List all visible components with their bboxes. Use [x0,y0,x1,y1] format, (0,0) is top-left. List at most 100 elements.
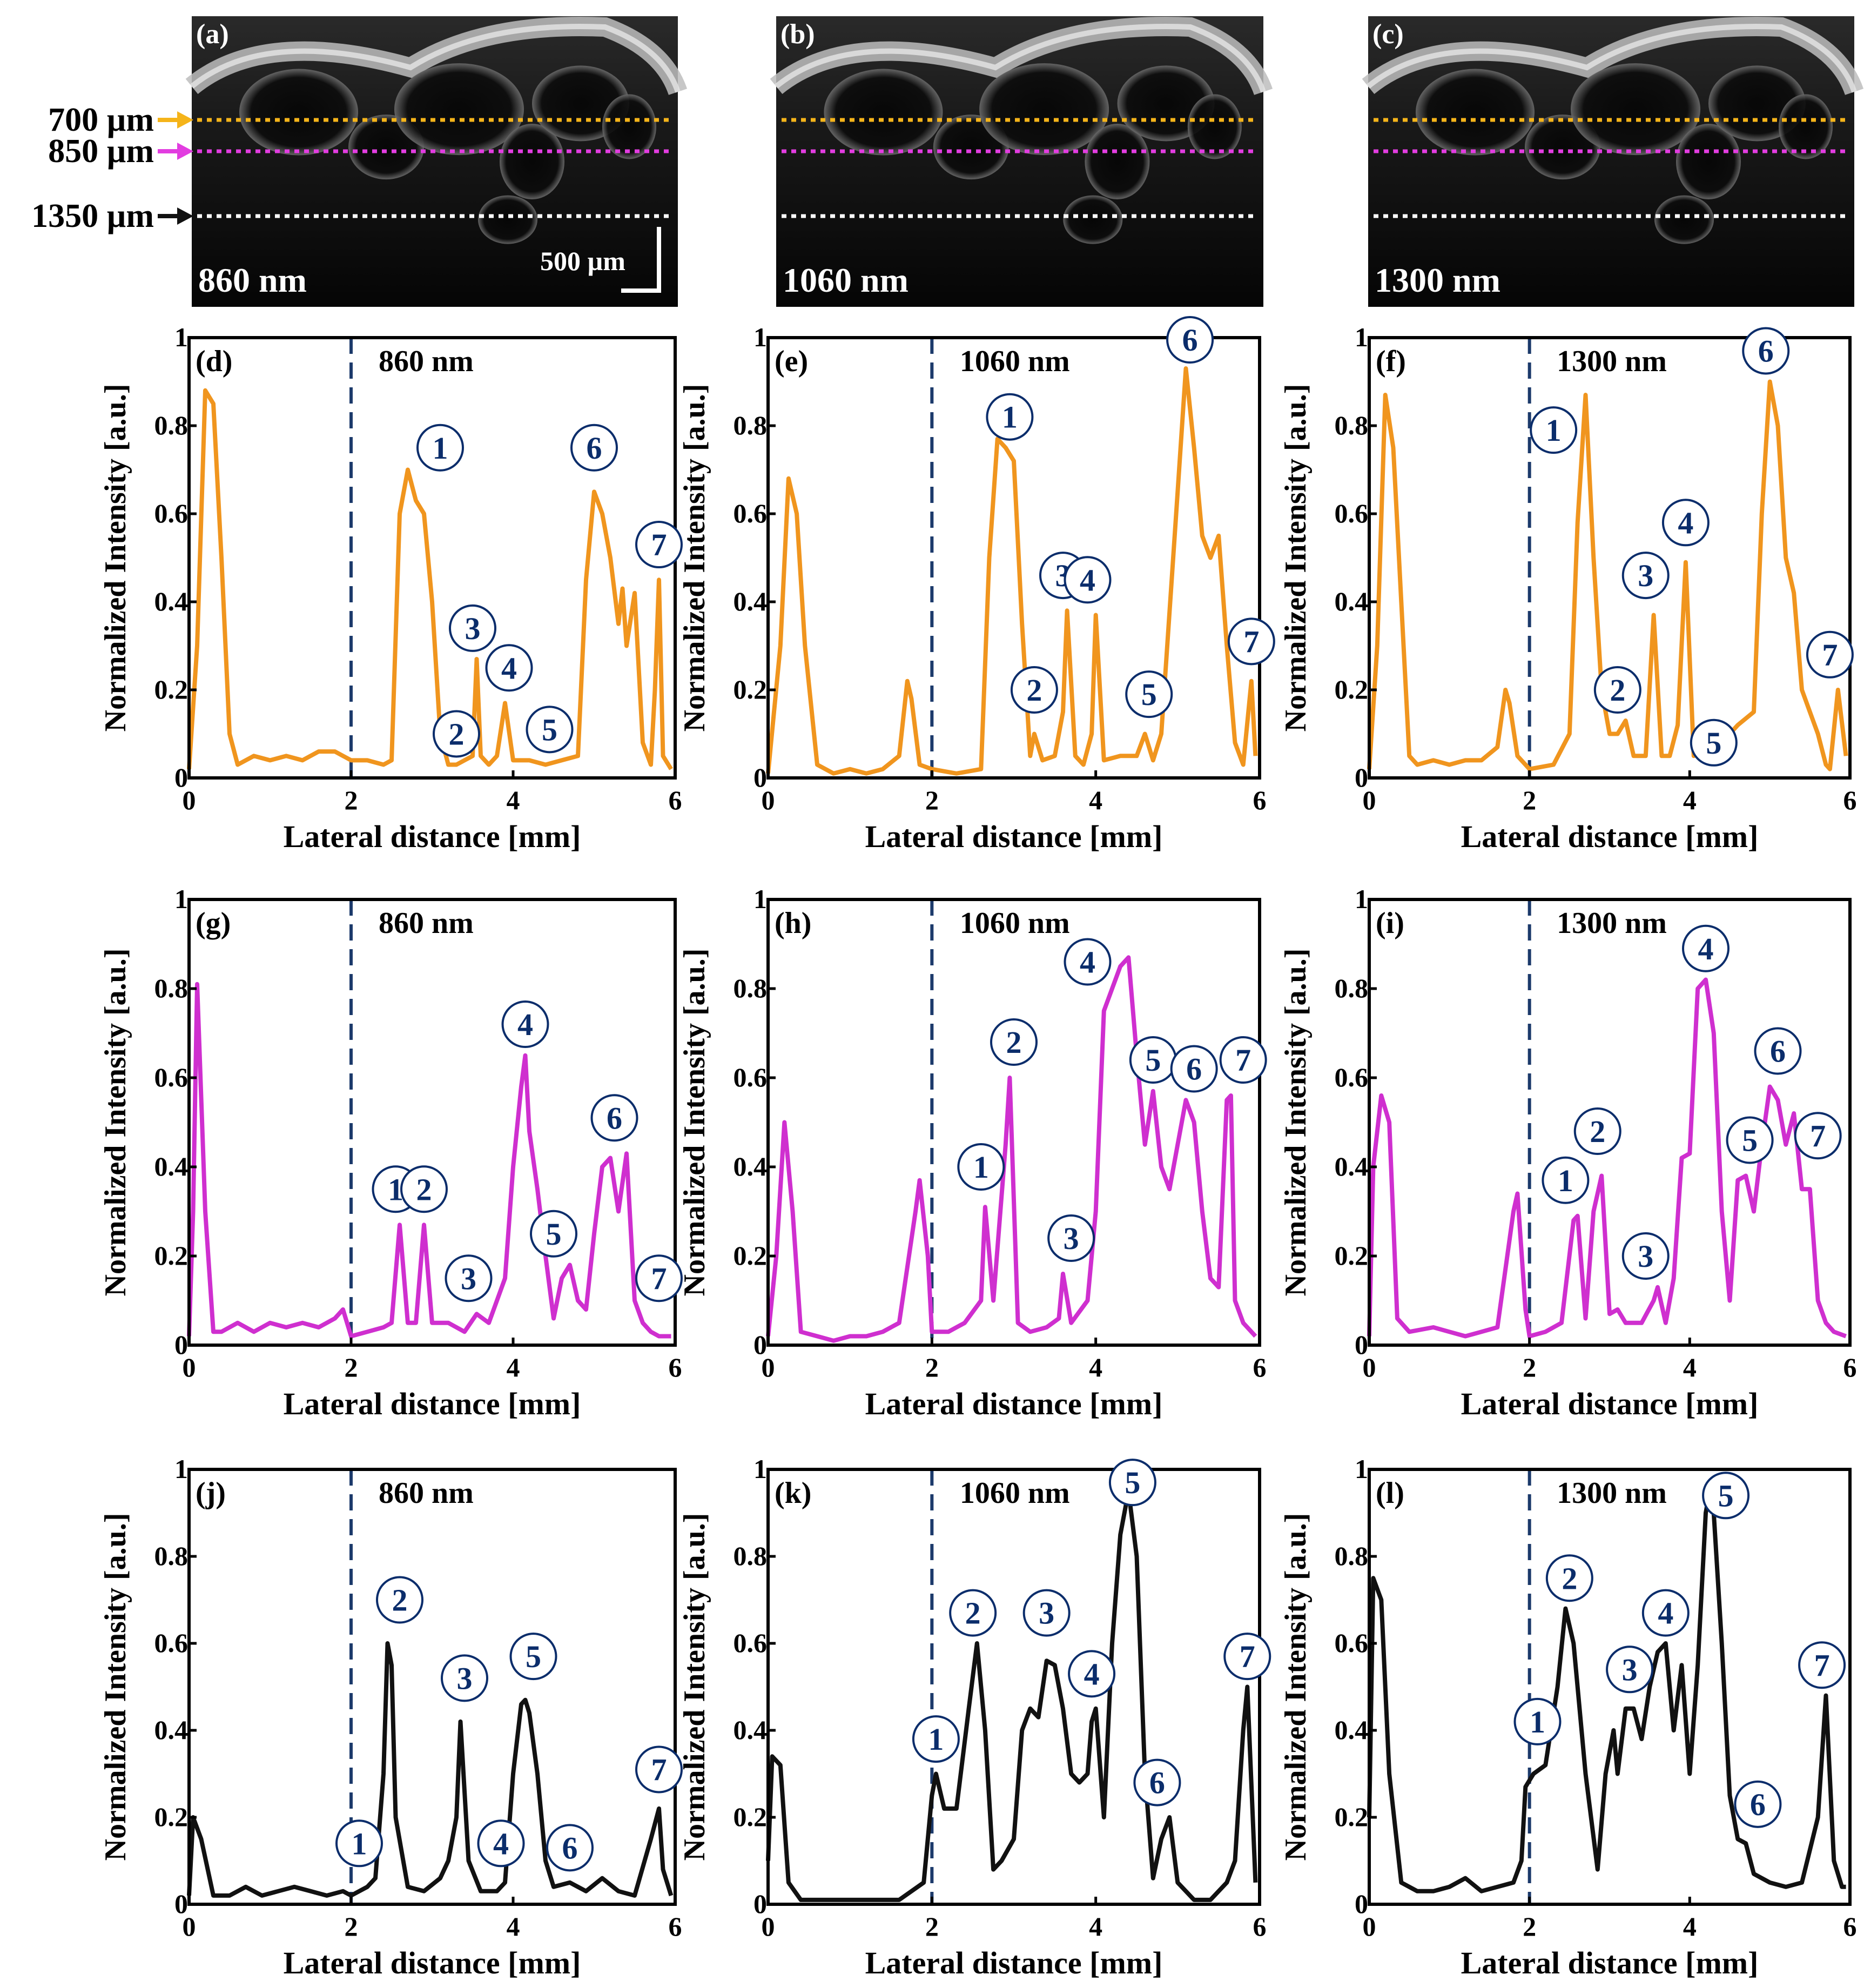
peak-badge-number: 4 [493,1826,509,1861]
peak-badge-circle [635,1254,683,1302]
x-tick-label: 6 [669,785,682,815]
y-tick-label: 0.4 [734,1151,768,1181]
y-axis-label: Normalized Intensity [a.u.] [678,949,711,1297]
y-axis-label: Normalized Intensity [a.u.] [1279,949,1313,1297]
peak-badge-circle [635,1745,683,1794]
peak-badge-circle [1621,552,1670,600]
x-tick-label: 0 [183,1911,196,1942]
depth-arrow-head [177,143,193,160]
peak-badge-6: 6 [1734,1780,1782,1828]
y-tick-label: 0 [1355,1329,1368,1360]
peak-badge-number: 5 [542,712,557,747]
x-tick-label: 0 [762,1352,775,1382]
scale-bar [621,227,661,293]
y-tick-label: 1 [753,1454,767,1484]
peak-badge-circle [1022,1589,1071,1637]
peak-badge-7: 7 [635,1745,683,1794]
peak-badge-number: 2 [449,717,465,752]
panel-tag: (l) [1376,1476,1404,1510]
intensity-series-line [766,955,1257,1343]
peak-badge-6: 6 [1166,316,1214,364]
x-axis-label: Lateral distance [mm] [1461,819,1759,854]
peak-badge-1: 1 [1513,1697,1562,1745]
peak-badge-4: 4 [1064,556,1112,604]
peak-badge-circle [1593,666,1641,714]
cyst-region-7 [478,195,537,244]
tissue-surface-highlight [190,23,681,93]
peak-badge-6: 6 [570,424,618,472]
x-tick-label: 6 [669,1352,682,1382]
peak-badge-4: 4 [1064,938,1112,986]
peak-badge-4: 4 [1641,1589,1690,1637]
x-tick-label: 4 [507,785,520,815]
peak-badge-circle [1734,1780,1782,1828]
peak-badge-number: 2 [1562,1561,1577,1596]
plot-frame [766,898,1261,1347]
peak-badge-circle [1742,327,1790,375]
peak-badge-number: 7 [651,1261,667,1296]
wavelength-title: 1060 nm [960,1476,1070,1510]
peak-badge-number: 1 [352,1826,367,1861]
peak-badge-number: 3 [1638,558,1653,593]
peak-badge-number: 6 [1758,333,1774,368]
x-tick-label: 6 [1253,1911,1267,1942]
oct-image-row: (a) 860 nm 500 µm (b) 1060 nm (c) 1300 nm 700 µ… [31,16,1864,307]
cyst-region-6 [1187,94,1242,159]
peak-badge-5: 5 [1108,1459,1156,1507]
peak-badge-circle [1108,1459,1156,1507]
scale-bar-label: 500 µm [540,246,625,276]
peak-badge-number: 4 [1678,505,1693,540]
peak-badge-number: 6 [1186,1052,1202,1087]
peak-badge-circle [590,1094,638,1142]
x-tick-label: 0 [1363,1911,1376,1942]
y-tick-label: 0.4 [154,1151,189,1181]
peak-badge-circle [1794,1112,1842,1160]
panel-tag: (e) [775,345,808,378]
peak-badge-circle [1542,1156,1590,1204]
peak-badge-number: 1 [973,1150,989,1185]
wavelength-label: 1300 nm [1375,261,1500,299]
y-tick-label: 0.6 [1335,1062,1369,1092]
y-tick-label: 0.2 [734,674,768,704]
peak-badge-2: 2 [376,1576,423,1624]
peak-badge-6: 6 [1170,1045,1218,1093]
x-tick-label: 6 [1843,785,1857,815]
peak-badge-6: 6 [546,1824,594,1872]
peak-badge-number: 5 [1718,1478,1734,1513]
chart-panel-l: 0 2 4 6 0 0.2 0.4 0.6 0.8 1 (l) 1300 nm Lateral dist… [1279,1454,1857,1980]
peak-badge-6: 6 [1754,1027,1802,1075]
x-tick-label: 2 [925,1911,939,1942]
y-tick-label: 0.4 [734,1715,768,1745]
x-tick-label: 2 [1523,1911,1536,1942]
peak-badge-3: 3 [1022,1589,1071,1637]
peak-badge-number: 5 [1141,677,1157,712]
panel-tag: (h) [775,906,811,940]
peak-badge-7: 7 [635,521,683,569]
depth-label-text: 1350 µm [31,198,154,234]
y-tick-label: 0.6 [734,1062,768,1092]
peak-badge-circle [445,1254,493,1302]
wavelength-title: 1060 nm [960,906,1070,940]
peak-badge-circle [441,1654,488,1702]
y-tick-label: 0.2 [734,1240,768,1271]
x-axis-label: Lateral distance [mm] [284,819,581,854]
x-axis-label: Lateral distance [mm] [865,1945,1163,1980]
peak-badge-4: 4 [1661,499,1710,547]
y-tick-label: 0.6 [1335,1628,1369,1658]
oct-image-1: (a) 860 nm 500 µm [185,16,688,307]
chart-panel-k: 0 2 4 6 0 0.2 0.4 0.6 0.8 1 (k) 1060 nm Lateral dist… [678,1454,1271,1980]
cyst-region-3 [979,63,1109,156]
plot-frame [1368,898,1852,1347]
y-tick-label: 0.6 [154,498,189,528]
plot-frame [766,1468,1261,1906]
peak-badge-circle [546,1824,594,1872]
y-tick-label: 0.4 [1335,586,1369,616]
peak-badge-number: 1 [1558,1163,1573,1198]
peak-badge-number: 1 [1002,400,1018,435]
line-plot-grid: 0 2 4 6 0 0.2 0.4 0.6 0.8 1 (d) 860 nm Lateral dista… [99,316,1857,1980]
peak-badge-number: 2 [392,1583,408,1618]
wavelength-title: 1300 nm [1557,906,1667,940]
peak-badge-2: 2 [1010,666,1058,714]
y-tick-label: 0.8 [1335,973,1369,1003]
peak-badge-5: 5 [1690,718,1738,767]
